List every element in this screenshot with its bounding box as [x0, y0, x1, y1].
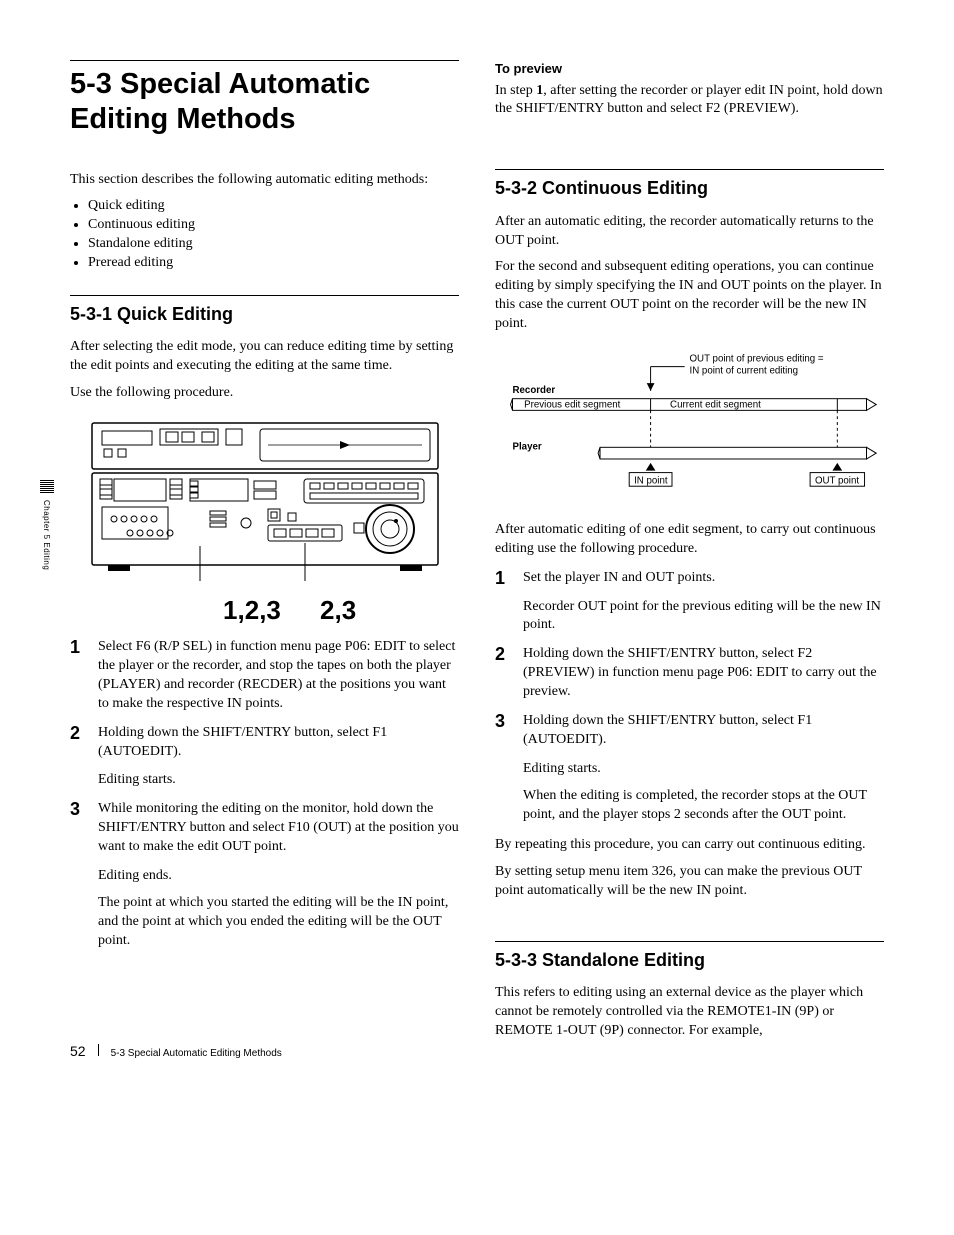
body-text: This refers to editing using an external… [495, 984, 884, 1041]
svg-text:Previous edit segment: Previous edit segment [524, 399, 620, 410]
body-text: For the second and subsequent editing op… [495, 258, 884, 334]
svg-text:Current edit segment: Current edit segment [670, 399, 761, 410]
body-text: By repeating this procedure, you can car… [495, 836, 884, 855]
body-text: By setting setup menu item 326, you can … [495, 863, 884, 901]
intro-para: This section describes the following aut… [70, 171, 459, 190]
body-text: In step 1, after setting the recorder or… [495, 82, 884, 120]
step-number: 2 [70, 724, 88, 762]
side-tab-label: Chapter 5 Editing [40, 500, 51, 570]
section-title: 5-3 Special Automatic Editing Methods [70, 60, 459, 137]
run-in-head: To preview [495, 60, 884, 78]
methods-list: Quick editing Continuous editing Standal… [70, 197, 459, 273]
subsection-532: 5-3-2 Continuous Editing [495, 176, 884, 200]
step-result: Editing ends. [98, 867, 459, 886]
step-body: Set the player IN and OUT points. [523, 569, 884, 588]
page-number: 52 [70, 1042, 86, 1061]
list-item: Preread editing [88, 254, 459, 273]
side-tab: Chapter 5 Editing [40, 480, 54, 570]
step-result: Recorder OUT point for the previous edit… [523, 598, 884, 636]
step-number: 1 [495, 569, 513, 588]
list-item: Continuous editing [88, 216, 459, 235]
body-text: After selecting the edit mode, you can r… [70, 338, 459, 376]
step-number: 3 [495, 712, 513, 750]
step-body: Select F6 (R/P SEL) in function menu pag… [98, 638, 459, 714]
page-footer: 52 5-3 Special Automatic Editing Methods [70, 1042, 282, 1061]
divider [70, 295, 459, 296]
list-item: Standalone editing [88, 235, 459, 254]
step-number: 1 [70, 638, 88, 714]
step-body: Holding down the SHIFT/ENTRY button, sel… [523, 645, 884, 702]
svg-text:IN point of current editing: IN point of current editing [690, 365, 799, 376]
step-result: The point at which you started the editi… [98, 894, 459, 951]
step-result: Editing starts. [98, 771, 459, 790]
step-number: 2 [495, 645, 513, 702]
body-text: After automatic editing of one edit segm… [495, 521, 884, 559]
step-result: When the editing is completed, the recor… [523, 787, 884, 825]
subsection-531: 5-3-1 Quick Editing [70, 302, 459, 326]
subsection-533: 5-3-3 Standalone Editing [495, 948, 884, 972]
step-body: Holding down the SHIFT/ENTRY button, sel… [98, 724, 459, 762]
figure-callout-b: 2,3 [288, 593, 388, 628]
divider [495, 169, 884, 170]
step-body: While monitoring the editing on the moni… [98, 800, 459, 857]
body-text: Use the following procedure. [70, 384, 459, 403]
step-result: Editing starts. [523, 760, 884, 779]
step-number: 3 [70, 800, 88, 857]
list-item: Quick editing [88, 197, 459, 216]
svg-text:Recorder: Recorder [513, 385, 556, 396]
footer-section-label: 5-3 Special Automatic Editing Methods [111, 1047, 282, 1061]
svg-text:Player: Player [513, 441, 542, 452]
svg-text:OUT point: OUT point [815, 475, 859, 486]
step-body: Holding down the SHIFT/ENTRY button, sel… [523, 712, 884, 750]
svg-text:IN point: IN point [634, 475, 668, 486]
svg-text:OUT point of previous editing: OUT point of previous editing = [690, 354, 824, 365]
figure-callout-a: 1,2,3 [141, 593, 281, 628]
divider [495, 941, 884, 942]
timeline-diagram: OUT point of previous editing = IN point… [495, 348, 884, 505]
body-text: After an automatic editing, the recorder… [495, 213, 884, 251]
device-figure: 1,2,3 2,3 [90, 421, 440, 628]
